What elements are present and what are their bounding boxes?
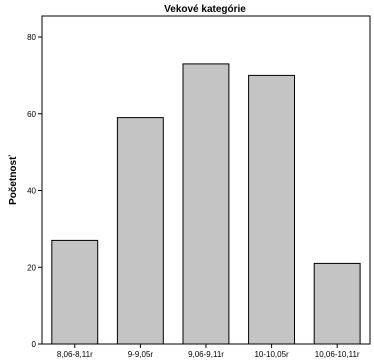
y-axis: 0 20 40 60 80 bbox=[27, 33, 42, 349]
bar bbox=[313, 262, 361, 345]
y-tick-label: 40 bbox=[27, 187, 36, 196]
x-tick-label: 10-10,05r bbox=[254, 350, 289, 359]
y-tick-label: 80 bbox=[27, 33, 36, 42]
y-tick-label: 60 bbox=[27, 110, 36, 119]
bar bbox=[51, 239, 99, 345]
x-tick-label: 9,06-9,11r bbox=[188, 350, 224, 359]
y-axis-label: Početnosť bbox=[8, 155, 19, 205]
x-axis: 8,06-8,11r 9-9,05r 9,06-9,11r 10-10,05r 10,0… bbox=[57, 344, 360, 359]
bar bbox=[116, 117, 164, 345]
y-tick-label: 20 bbox=[27, 263, 36, 272]
x-tick-label: 10,06-10,11r bbox=[315, 350, 360, 359]
chart-title: Vekové kategórie bbox=[164, 4, 246, 15]
x-tick-label: 8,06-8,11r bbox=[57, 350, 93, 359]
y-tick-label: 0 bbox=[32, 340, 37, 349]
bar bbox=[182, 63, 230, 345]
x-tick-label: 9-9,05r bbox=[128, 350, 154, 359]
bars-group bbox=[51, 63, 361, 345]
bar bbox=[248, 74, 296, 345]
